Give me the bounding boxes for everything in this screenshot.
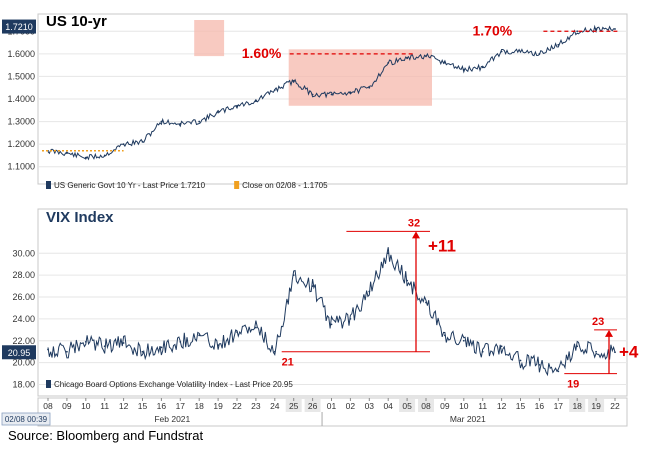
data-point	[462, 339, 465, 342]
plot-frame	[37, 208, 628, 397]
vix-panel: 18.00 20.00 22.00 24.00 26.00 28.00 30.00 VIX I…	[2, 208, 639, 397]
data-point	[141, 350, 144, 353]
x-tick-label: 08	[421, 401, 431, 411]
x-tick-label: 11	[478, 401, 487, 411]
last-price-label: 20.95	[8, 348, 31, 358]
annotation-label: 21	[282, 357, 294, 369]
y-tick-label: 24.00	[12, 314, 35, 324]
annotation-label: +4	[619, 343, 639, 362]
x-tick-label: 09	[62, 401, 72, 411]
x-tick-label: 02	[346, 401, 356, 411]
y-tick-label: 1.1000	[7, 162, 35, 172]
x-tick-label: 08	[43, 401, 53, 411]
data-point	[576, 30, 579, 33]
x-tick-label: 10	[459, 401, 469, 411]
x-tick-label: 26	[308, 401, 318, 411]
annotation-label: 1.70%	[473, 22, 513, 38]
data-point	[519, 359, 522, 362]
cursor-label: 02/08 00:39	[5, 415, 48, 424]
y-tick-label: 26.00	[12, 292, 35, 302]
arrow-head	[605, 329, 613, 337]
annotation-label: 23	[592, 316, 604, 328]
us10yr-panel: 1.1000 1.2000 1.3000 1.4000 1.5000 1.6000 1.70…	[2, 13, 628, 190]
x-tick-label: 16	[157, 401, 167, 411]
x-axis: 08 09 10 11 12 15 16 17 18 19 22 23 24 25 26 01 02 03 04 05…	[1, 397, 628, 427]
highlight-box	[194, 20, 225, 57]
y-tick-label: 30.00	[12, 248, 35, 258]
y-tick-label: 1.5000	[7, 71, 35, 81]
annotation-label: 1.60%	[242, 45, 282, 61]
data-point	[255, 326, 257, 329]
y-tick-label: 18.00	[12, 380, 35, 390]
weekday-shade	[588, 399, 605, 412]
legend-label: US Generic Govt 10 Yr - Last Price 1.721…	[54, 181, 206, 190]
month-label: Feb 2021	[154, 414, 190, 424]
y-tick-label: 28.00	[12, 270, 35, 280]
series-line	[47, 247, 616, 377]
data-point	[557, 370, 560, 373]
data-point	[198, 120, 201, 123]
weekday-shade	[569, 399, 586, 412]
x-tick-label: 18	[194, 401, 204, 411]
x-tick-label: 22	[232, 401, 242, 411]
x-tick-label: 04	[383, 401, 393, 411]
y-tick-label: 1.4000	[7, 94, 35, 104]
x-tick-label: 09	[440, 401, 450, 411]
x-tick-label: 12	[497, 401, 507, 411]
y-tick-label: 1.2000	[7, 139, 35, 149]
legend-swatch	[46, 181, 51, 189]
source-note: Source: Bloomberg and Fundstrat	[8, 428, 204, 443]
x-tick-label: 19	[591, 401, 601, 411]
x-tick-label: 23	[251, 401, 261, 411]
weekday-shade	[285, 399, 302, 412]
x-tick-label: 01	[327, 401, 337, 411]
series-line	[47, 24, 616, 161]
x-tick-label: 11	[100, 401, 109, 411]
chart-title: US 10-yr	[46, 13, 107, 30]
legend-swatch	[234, 181, 240, 189]
x-tick-label: 17	[554, 401, 564, 411]
legend-label: Close on 02/08 - 1.1705	[242, 181, 328, 190]
data-point	[500, 345, 503, 348]
annotation-label: 32	[408, 217, 420, 229]
x-tick-label: 05	[402, 401, 412, 411]
x-axis-band	[37, 397, 628, 427]
weekday-shade	[304, 399, 321, 412]
legend-label: Chicago Board Options Exchange Volatilit…	[54, 380, 293, 389]
y-tick-label: 20.00	[12, 358, 35, 368]
data-point	[160, 346, 163, 349]
x-tick-label: 24	[270, 401, 280, 411]
data-point	[217, 111, 220, 114]
y-tick-label: 1.3000	[7, 117, 35, 127]
x-tick-label: 12	[119, 401, 129, 411]
x-tick-label: 03	[365, 401, 375, 411]
x-tick-label: 25	[289, 401, 299, 411]
legend-swatch	[46, 380, 51, 388]
last-price-tag	[2, 345, 36, 360]
x-tick-label: 15	[138, 401, 148, 411]
x-tick-label: 17	[176, 401, 186, 411]
weekday-shade	[418, 399, 434, 412]
y-tick-label: 1.6000	[7, 49, 35, 59]
x-tick-label: 18	[572, 401, 582, 411]
cursor-tag	[1, 412, 51, 426]
x-tick-label: 19	[213, 401, 223, 411]
last-price-label: 1.7210	[5, 22, 33, 32]
y-tick-label: 22.00	[12, 336, 35, 346]
annotation-label: 19	[567, 379, 579, 391]
data-point	[595, 350, 597, 353]
annotation-label: +11	[428, 236, 456, 255]
last-price-tag	[2, 19, 36, 34]
arrow-head	[412, 231, 420, 239]
weekday-shade	[399, 399, 416, 412]
x-tick-label: 16	[535, 401, 545, 411]
month-label: Mar 2021	[450, 414, 486, 424]
data-point	[66, 350, 68, 353]
x-tick-label: 15	[516, 401, 526, 411]
x-tick-label: 10	[81, 401, 91, 411]
x-tick-label: 22	[610, 401, 620, 411]
chart-title: VIX Index	[46, 209, 114, 226]
